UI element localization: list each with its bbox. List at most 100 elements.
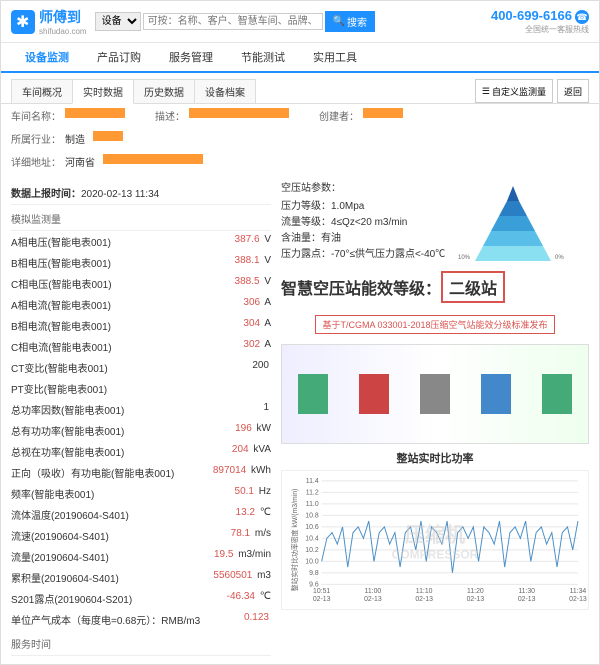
tab-2[interactable]: 历史数据 <box>133 79 195 103</box>
redacted-desc <box>189 108 289 118</box>
address-prefix: 河南省 <box>65 154 95 169</box>
metric-row: 总功率因数(智能电表001)1 <box>11 399 271 420</box>
metric-row: A相电流(智能电表001)306 A <box>11 294 271 315</box>
tab-1[interactable]: 实时数据 <box>72 79 134 104</box>
metric-label: A相电流(智能电表001) <box>11 297 111 312</box>
industry-label: 所属行业： <box>11 131 61 146</box>
workshop-name-label: 车间名称： <box>11 108 61 123</box>
metric-row: 总有功功率(智能电表001)196 kW <box>11 420 271 441</box>
metric-value: 13.2 <box>236 507 255 518</box>
nav-item-0[interactable]: 设备监测 <box>11 43 83 71</box>
sub-tabs: 车间概况实时数据历史数据设备档案 ☰自定义监测量 返回 <box>1 73 599 104</box>
nav-item-4[interactable]: 实用工具 <box>299 43 371 71</box>
logo-subtitle: shifudao.com <box>39 27 87 36</box>
search-button[interactable]: 🔍 搜索 <box>325 11 375 32</box>
phone-icon: ☎ <box>575 10 589 24</box>
station-params: 空压站参数： 压力等级：1.0Mpa 流量等级：4≤Qz<20 m3/min 含… <box>281 181 445 263</box>
svg-text:9.8: 9.8 <box>309 570 319 577</box>
custom-monitor-button[interactable]: ☰自定义监测量 <box>475 79 553 103</box>
metric-row: B相电压(智能电表001)388.1 V <box>11 252 271 273</box>
back-button[interactable]: 返回 <box>557 79 589 103</box>
nav-item-1[interactable]: 产品订购 <box>83 43 155 71</box>
metric-row: B相电流(智能电表001)304 A <box>11 315 271 336</box>
svg-text:11.2: 11.2 <box>306 489 319 496</box>
metric-unit: m/s <box>252 528 271 539</box>
svg-text:10.6: 10.6 <box>305 524 319 531</box>
svg-text:02-13: 02-13 <box>364 596 382 603</box>
workshop-info: 车间名称： 描述： 创建者： <box>1 104 599 127</box>
search-input[interactable] <box>143 13 323 30</box>
phone-number: 400-699-6166 <box>491 8 572 23</box>
efficiency-rating: 智慧空压站能效等级：二级站 <box>281 271 589 303</box>
metric-label: CT变比(智能电表001) <box>11 360 108 375</box>
logo[interactable]: 师傅到 shifudao.com <box>11 7 87 36</box>
metric-unit: V <box>262 276 271 287</box>
tab-0[interactable]: 车间概况 <box>11 79 73 103</box>
nav-item-2[interactable]: 服务管理 <box>155 43 227 71</box>
metric-unit: ℃ <box>257 507 271 518</box>
search-icon: 🔍 <box>333 16 345 27</box>
creator-label: 创建者： <box>319 108 359 123</box>
power-ratio-chart: 9.69.810.010.210.410.610.811.011.211.410… <box>281 470 589 610</box>
redacted-creator <box>363 108 403 118</box>
metric-label: 正向（吸收）有功电能(智能电表001) <box>11 465 174 480</box>
metric-value: 302 <box>243 339 260 350</box>
param-dew: 压力露点：-70°≤供气压力露点<-40℃ <box>281 247 445 263</box>
upload-time: 2020-02-13 11:34 <box>81 189 159 200</box>
metric-label: 总视在功率(智能电表001) <box>11 444 124 459</box>
svg-text:10.4: 10.4 <box>305 535 319 542</box>
svg-text:10.0: 10.0 <box>305 558 319 565</box>
metric-unit: kVA <box>251 444 271 455</box>
metric-row: 频率(智能电表001)50.1 Hz <box>11 483 271 504</box>
redacted-workshop <box>65 108 125 118</box>
logo-icon <box>11 10 35 34</box>
metric-row: CT变比(智能电表001)200 <box>11 357 271 378</box>
chart-title: 整站实时比功率 <box>281 450 589 466</box>
nav-item-3[interactable]: 节能测试 <box>227 43 299 71</box>
svg-text:11:20: 11:20 <box>467 588 484 595</box>
svg-text:11:30: 11:30 <box>518 588 535 595</box>
param-flow: 流量等级：4≤Qz<20 m3/min <box>281 215 445 231</box>
industry-value: 制造 <box>65 131 85 146</box>
metric-label: C相电流(智能电表001) <box>11 339 112 354</box>
metric-label: B相电流(智能电表001) <box>11 318 111 333</box>
metric-value: 388.5 <box>235 276 260 287</box>
metric-label: PT变比(智能电表001) <box>11 381 107 396</box>
redacted-addr <box>103 154 203 164</box>
param-oil: 含油量：有油 <box>281 231 445 247</box>
metric-label: 流量(20190604-S401) <box>11 549 109 564</box>
svg-text:10:51: 10:51 <box>313 588 330 595</box>
svg-text:02-13: 02-13 <box>569 596 587 603</box>
metric-unit: A <box>262 339 271 350</box>
svg-text:11:00: 11:00 <box>365 588 382 595</box>
metric-label: S201露点(20190604-S201) <box>11 591 132 606</box>
workshop-info-3: 详细地址：河南省 <box>1 150 599 173</box>
search-category-select[interactable]: 设备 <box>95 12 141 31</box>
upload-label: 数据上报时间： <box>11 189 81 200</box>
metric-label: 总有功功率(智能电表001) <box>11 423 124 438</box>
rating-prefix: 智慧空压站能效等级： <box>281 281 441 298</box>
metric-value: 304 <box>243 318 260 329</box>
metric-value: 1 <box>263 402 269 413</box>
svg-text:02-13: 02-13 <box>518 596 536 603</box>
metric-row: 流量(20190604-S401)19.5 m3/min <box>11 546 271 567</box>
metrics-panel: 数据上报时间：2020-02-13 11:34 模拟监测量 A相电压(智能电表0… <box>11 181 271 656</box>
svg-text:0%: 0% <box>555 255 564 261</box>
metric-unit: m3/min <box>235 549 271 560</box>
workshop-info-2: 所属行业： 制造 <box>1 127 599 150</box>
metric-label: 流体温度(20190604-S401) <box>11 507 129 522</box>
metric-value: 897014 <box>213 465 246 476</box>
metric-unit: V <box>262 234 271 245</box>
metric-row: C相电压(智能电表001)388.5 V <box>11 273 271 294</box>
metric-value: 0.123 <box>244 612 269 623</box>
metric-row: A相电压(智能电表001)387.6 V <box>11 231 271 252</box>
metric-value: 78.1 <box>231 528 250 539</box>
svg-text:10.8: 10.8 <box>305 512 319 519</box>
metric-unit: Hz <box>256 486 271 497</box>
list-icon: ☰ <box>482 86 490 97</box>
metric-row: 单位产气成本（每度电=0.68元）：RMB/m30.123 <box>11 609 271 630</box>
svg-text:02-13: 02-13 <box>415 596 433 603</box>
svg-text:11:10: 11:10 <box>416 588 433 595</box>
system-diagram <box>281 344 589 444</box>
tab-3[interactable]: 设备档案 <box>194 79 256 103</box>
